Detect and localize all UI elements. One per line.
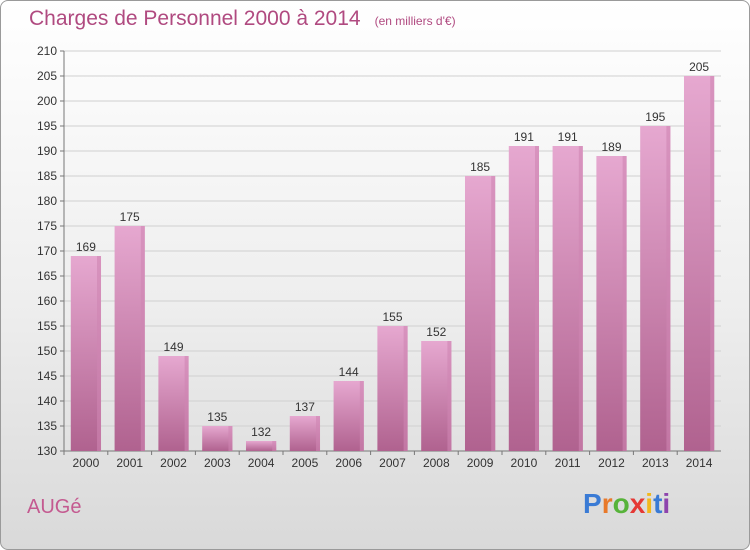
data-label: 149 [163,340,183,354]
data-label: 185 [470,160,490,174]
x-tick-label: 2004 [248,456,275,470]
x-tick-label: 2014 [686,456,713,470]
bar-shade [447,341,452,451]
logo-letter: P [583,488,602,519]
bar-shade [184,356,189,451]
commune-name: AUGé [27,496,82,518]
data-label: 137 [295,400,315,414]
bar-shade [272,441,277,451]
bar-shade [316,416,321,451]
y-tick-label: 210 [37,44,57,58]
bar-shade [228,426,233,451]
logo-letter: r [601,488,613,519]
bar-2005 [289,416,321,451]
data-label: 135 [207,410,227,424]
logo-letter: t [653,488,663,519]
bar-2009 [464,176,496,451]
logo-letter: o [612,488,630,519]
data-label: 152 [426,325,446,339]
y-tick-label: 130 [37,444,57,458]
x-tick-label: 2007 [379,456,406,470]
bar-2010 [508,146,540,451]
y-tick-label: 150 [37,344,57,358]
y-tick-label: 170 [37,244,57,258]
bar-shade [578,146,583,451]
bar-2007 [377,326,408,451]
data-label: 155 [382,310,402,324]
bar-shade [535,146,540,451]
x-tick-label: 2005 [292,456,319,470]
data-label: 175 [120,210,140,224]
data-label: 205 [689,60,709,74]
chart-title-text: Charges de Personnel 2000 à 2014 [29,7,361,30]
data-label: 191 [514,130,534,144]
y-tick-label: 165 [37,269,57,283]
bar-2012 [596,156,627,451]
x-tick-label: 2002 [160,456,187,470]
bar-2014 [683,76,715,451]
bar-2004 [245,441,277,451]
axes: 130 135 140 145 150 155 160 165 170 175 180 185 190 1… [37,44,721,470]
data-label: 169 [76,240,96,254]
y-tick-label: 190 [37,144,57,158]
bar-shade [710,76,715,451]
y-tick-label: 185 [37,169,57,183]
y-tick-label: 160 [37,294,57,308]
chart-title: Charges de Personnel 2000 à 2014 (en mill… [29,7,456,31]
logo-letter: i [645,488,654,519]
data-label: 132 [251,425,271,439]
y-tick-label: 145 [37,369,57,383]
bar-shade [359,381,364,451]
y-tick-label: 195 [37,119,57,133]
y-tick-label: 180 [37,194,57,208]
y-tick-label: 200 [37,94,57,108]
bar-2006 [333,381,364,451]
proxiti-logo: Proxiti [583,488,670,520]
y-tick-label: 155 [37,319,57,333]
bar-shade [403,326,408,451]
y-tick-label: 140 [37,394,57,408]
data-label: 144 [339,365,359,379]
bar-2000 [70,256,102,451]
x-tick-label: 2003 [204,456,231,470]
x-tick-label: 2008 [423,456,450,470]
bar-shade [97,256,102,451]
bar-2011 [552,146,583,451]
data-label: 191 [558,130,578,144]
x-tick-label: 2006 [335,456,362,470]
bar-2013 [640,126,671,451]
y-tick-label: 175 [37,219,57,233]
bar-shade [140,226,145,451]
x-tick-label: 2012 [598,456,625,470]
x-tick-label: 2013 [642,456,669,470]
bar-2001 [114,226,145,451]
x-tick-label: 2001 [116,456,143,470]
bars [70,76,715,451]
x-tick-label: 2011 [555,456,581,470]
bar-shade [491,176,496,451]
y-tick-label: 135 [37,419,57,433]
bar-2002 [158,356,189,451]
x-tick-label: 2010 [511,456,538,470]
bar-shade [622,156,627,451]
logo-letter: i [662,488,671,519]
chart-subtitle: (en milliers d'€) [374,14,456,28]
bar-2008 [421,341,452,451]
bar-shade [666,126,671,451]
x-tick-label: 2000 [73,456,100,470]
y-tick-label: 205 [37,69,57,83]
bar-2003 [202,426,233,451]
data-label: 189 [601,140,621,154]
data-labels: 169 175 149 135 132 137 144 155 152 185 191 191 189 1… [76,60,710,439]
x-tick-label: 2009 [467,456,494,470]
data-label: 195 [645,110,665,124]
logo-letter: x [629,488,646,519]
